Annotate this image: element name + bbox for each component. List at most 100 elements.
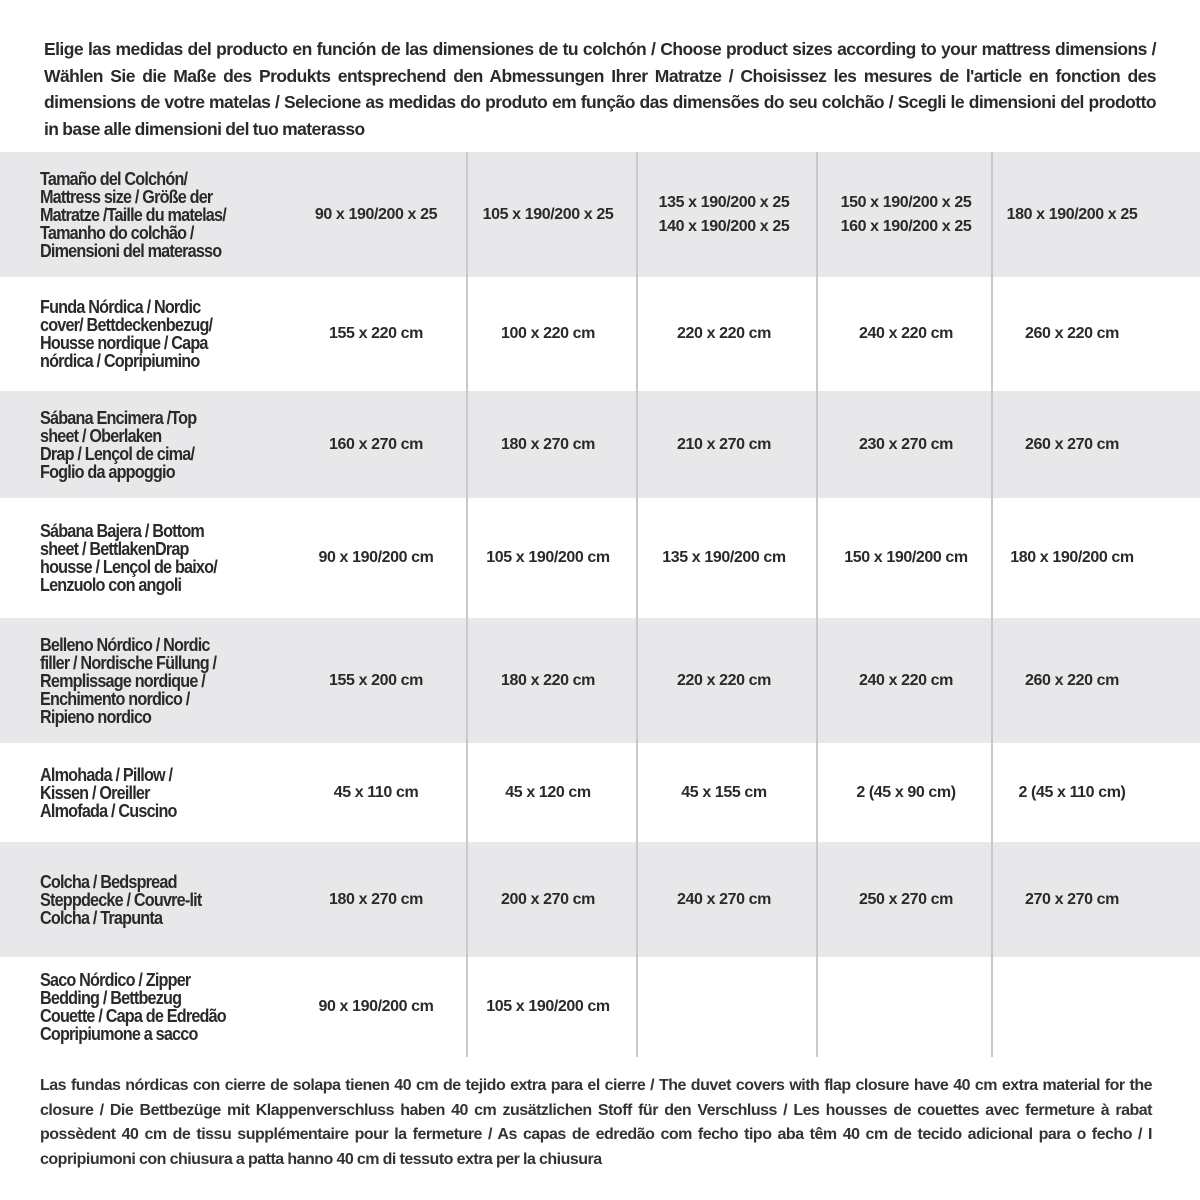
cell-value: 210 x 270 cm bbox=[677, 435, 771, 453]
table-cell: 150 x 190/200 cm bbox=[844, 546, 968, 570]
cell-value: 105 x 190/200 x 25 bbox=[482, 205, 614, 223]
row-label: Almohada / Pillow / Kissen / Oreiller Almo… bbox=[40, 766, 192, 820]
row-label-line: Enchimento nordico / bbox=[40, 688, 190, 709]
row-label-line: sheet / BettlakenDrap bbox=[40, 539, 189, 559]
table-cell: 160 x 270 cm bbox=[329, 433, 423, 457]
row-label: Saco Nórdico / Zipper Bedding / Bettbezug… bbox=[40, 971, 247, 1043]
cell-value: 260 x 270 cm bbox=[1025, 435, 1119, 453]
cell-value: 155 x 220 cm bbox=[329, 325, 423, 342]
row-label: Sábana Bajera / Bottom sheet / BettlakenD… bbox=[40, 522, 237, 594]
cell-value: 140 x 190/200 x 25 bbox=[658, 217, 790, 235]
table-cell: 260 x 220 cm bbox=[1025, 322, 1119, 346]
table-cell: 240 x 220 cm bbox=[859, 322, 953, 346]
row-label-line: Colcha / Bedspread bbox=[40, 871, 177, 892]
table-row: Saco Nórdico / Zipper Bedding / Bettbezug… bbox=[0, 957, 1200, 1057]
row-label: Sábana Encimera /Top sheet / Oberlaken Dra… bbox=[40, 409, 214, 481]
cell-value: 45 x 120 cm bbox=[505, 783, 591, 801]
table-cell: 220 x 220 cm bbox=[677, 322, 771, 346]
row-label-line: nórdica / Copripiumino bbox=[40, 351, 200, 371]
table-cell: 45 x 120 cm bbox=[505, 781, 591, 805]
cell-value: 180 x 190/200 x 25 bbox=[1006, 205, 1138, 223]
cell-value: 100 x 220 cm bbox=[501, 325, 595, 342]
table-cell: 260 x 270 cm bbox=[1025, 433, 1119, 457]
cell-value: 160 x 270 cm bbox=[329, 435, 423, 453]
cell-value: 160 x 190/200 x 25 bbox=[840, 217, 972, 235]
table-cell: 100 x 220 cm bbox=[501, 322, 595, 346]
table-cell: 45 x 155 cm bbox=[681, 781, 767, 805]
table-cell: 270 x 270 cm bbox=[1025, 888, 1119, 912]
row-label-line: Sábana Bajera / Bottom bbox=[40, 521, 205, 541]
row-label-line: Foglio da appoggio bbox=[40, 461, 176, 482]
row-label-line: Couette / Capa de Edredão bbox=[40, 1006, 227, 1026]
table-cell: 200 x 270 cm bbox=[501, 888, 595, 912]
row-label-line: Ripieno nordico bbox=[40, 706, 152, 727]
table-cell: 250 x 270 cm bbox=[859, 888, 953, 912]
table-row: Belleno Nórdico / Nordic filler / Nordisc… bbox=[0, 618, 1200, 743]
table-cell: 105 x 190/200 cm bbox=[486, 546, 610, 570]
row-label-line: Matratze /Taille du matelas/ bbox=[40, 204, 227, 225]
row-label-line: Remplissage nordique / bbox=[40, 670, 206, 691]
table-cell: 240 x 220 cm bbox=[859, 669, 953, 693]
row-label-line: Mattress size / Größe der bbox=[40, 186, 213, 207]
table-cell: 2 (45 x 90 cm) bbox=[856, 781, 956, 805]
table-cell: 180 x 270 cm bbox=[329, 888, 423, 912]
table-cell: 240 x 270 cm bbox=[677, 888, 771, 912]
table-cell: 135 x 190/200 cm bbox=[662, 546, 786, 570]
row-label-line: Housse nordique / Capa bbox=[40, 333, 208, 353]
table-cell: 105 x 190/200 x 25 bbox=[483, 203, 614, 227]
table-cell: 220 x 220 cm bbox=[677, 669, 771, 693]
row-label-line: Steppdecke / Couvre-lit bbox=[40, 889, 202, 910]
row-label: Belleno Nórdico / Nordic filler / Nordisc… bbox=[40, 636, 236, 726]
cell-value: 240 x 220 cm bbox=[859, 325, 953, 342]
cell-value: 135 x 190/200 cm bbox=[662, 549, 786, 566]
cell-value: 180 x 270 cm bbox=[501, 435, 595, 453]
row-label-line: filler / Nordische Füllung / bbox=[40, 652, 217, 673]
cell-value: 45 x 110 cm bbox=[333, 783, 419, 801]
row-label-line: Funda Nórdica / Nordic bbox=[40, 297, 201, 317]
cell-value: 2 (45 x 110 cm) bbox=[1018, 783, 1126, 801]
size-table: Tamaño del Colchón/Mattress size / Größe… bbox=[0, 152, 1200, 1057]
table-row: Sábana Encimera /Top sheet / Oberlaken Dra… bbox=[0, 391, 1200, 498]
table-cell: 210 x 270 cm bbox=[677, 433, 771, 457]
row-label: Colcha / Bedspread Steppdecke / Couvre-li… bbox=[40, 873, 219, 927]
cell-value: 180 x 270 cm bbox=[329, 890, 423, 908]
row-label-line: Dimensioni del materasso bbox=[40, 240, 222, 261]
cell-value: 260 x 220 cm bbox=[1025, 671, 1119, 689]
row-label-line: Saco Nórdico / Zipper bbox=[40, 970, 191, 990]
row-label-line: sheet / Oberlaken bbox=[40, 425, 162, 446]
cell-value: 105 x 190/200 cm bbox=[486, 549, 610, 566]
table-cell: 155 x 200 cm bbox=[329, 669, 423, 693]
row-label-line: cover/ Bettdeckenbezug/ bbox=[40, 315, 213, 335]
table-cell: 105 x 190/200 cm bbox=[486, 995, 610, 1019]
row-label-line: Kissen / Oreiller bbox=[40, 782, 150, 803]
cell-value: 155 x 200 cm bbox=[329, 671, 423, 689]
column-divider bbox=[466, 152, 468, 1057]
table-cell: 45 x 110 cm bbox=[334, 781, 419, 805]
row-label-line: Tamaño del Colchón/ bbox=[40, 168, 188, 189]
cell-value: 90 x 190/200 cm bbox=[318, 998, 434, 1015]
column-divider bbox=[816, 152, 818, 1057]
cell-value: 105 x 190/200 cm bbox=[486, 998, 610, 1015]
table-cell: 180 x 190/200 x 25 bbox=[1007, 203, 1138, 227]
cell-value: 150 x 190/200 x 25 bbox=[840, 193, 972, 211]
cell-value: 240 x 270 cm bbox=[677, 890, 771, 908]
cell-value: 230 x 270 cm bbox=[859, 435, 953, 453]
table-row: Almohada / Pillow / Kissen / Oreiller Almo… bbox=[0, 743, 1200, 842]
table-cell: 150 x 190/200 x 25 160 x 190/200 x 25 bbox=[841, 191, 972, 239]
cell-value: 250 x 270 cm bbox=[859, 890, 953, 908]
row-label-line: Almofada / Cuscino bbox=[40, 800, 177, 821]
table-row: Funda Nórdica / Nordic cover/ Bettdeckenb… bbox=[0, 277, 1200, 391]
row-label: Funda Nórdica / Nordic cover/ Bettdeckenb… bbox=[40, 298, 231, 370]
table-cell: 230 x 270 cm bbox=[859, 433, 953, 457]
table-cell: 90 x 190/200 cm bbox=[319, 995, 434, 1019]
table-row: Colcha / Bedspread Steppdecke / Couvre-li… bbox=[0, 842, 1200, 957]
row-label-line: Colcha / Trapunta bbox=[40, 907, 163, 928]
cell-value: 270 x 270 cm bbox=[1025, 890, 1119, 908]
table-row: Sábana Bajera / Bottom sheet / BettlakenD… bbox=[0, 498, 1200, 618]
cell-value: 220 x 220 cm bbox=[677, 671, 771, 689]
table-row: Tamaño del Colchón/Mattress size / Größe… bbox=[0, 152, 1200, 277]
table-cell: 135 x 190/200 x 25 140 x 190/200 x 25 bbox=[659, 191, 790, 239]
cell-value: 220 x 220 cm bbox=[677, 325, 771, 342]
cell-value: 150 x 190/200 cm bbox=[844, 549, 968, 566]
cell-value: 90 x 190/200 cm bbox=[318, 549, 434, 566]
